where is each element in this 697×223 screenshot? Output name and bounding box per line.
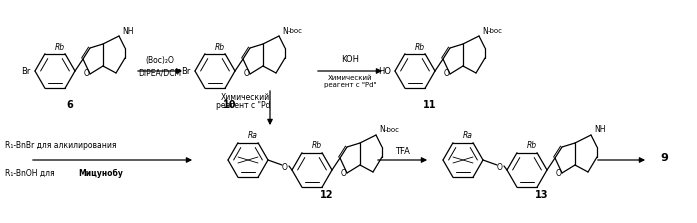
Text: 11: 11 <box>423 100 437 110</box>
Text: Rb: Rb <box>415 43 425 52</box>
Text: O: O <box>84 70 90 78</box>
Text: O: O <box>444 70 450 78</box>
Text: DIPEA/DCM: DIPEA/DCM <box>139 68 181 78</box>
Text: Rb: Rb <box>55 43 65 52</box>
Text: Мицунобу: Мицунобу <box>78 168 123 178</box>
Text: Химический: Химический <box>221 93 270 103</box>
Text: реагент с "Pd: реагент с "Pd <box>215 101 270 109</box>
Text: -boc: -boc <box>488 28 503 34</box>
Text: реагент с "Pd": реагент с "Pd" <box>323 82 376 88</box>
Text: TFA: TFA <box>395 147 409 155</box>
Text: HO: HO <box>378 66 391 76</box>
Text: 10: 10 <box>223 100 237 110</box>
Text: N: N <box>482 27 488 35</box>
Text: (Boc)₂O: (Boc)₂O <box>146 56 174 66</box>
Text: O: O <box>282 163 288 171</box>
Text: NH: NH <box>122 27 134 35</box>
Text: Rb: Rb <box>215 43 225 52</box>
Text: -boc: -boc <box>385 127 400 133</box>
Text: 12: 12 <box>320 190 334 200</box>
Text: O: O <box>556 169 562 178</box>
Text: O: O <box>497 163 503 171</box>
Text: KOH: KOH <box>341 56 359 64</box>
Text: Rb: Rb <box>312 142 322 151</box>
Text: -boc: -boc <box>288 28 303 34</box>
Text: 9: 9 <box>660 153 668 163</box>
Text: O: O <box>341 169 347 178</box>
Text: O: O <box>244 70 250 78</box>
Text: N: N <box>282 27 288 35</box>
Text: N: N <box>379 126 385 134</box>
Text: Химический: Химический <box>328 75 372 81</box>
Text: Br: Br <box>182 66 191 76</box>
Text: Rb: Rb <box>527 142 537 151</box>
Text: R₁-BnBr для алкилирования: R₁-BnBr для алкилирования <box>5 140 116 149</box>
Text: R₁-BnOH для: R₁-BnOH для <box>5 169 57 178</box>
Text: Br: Br <box>22 66 31 76</box>
Text: NH: NH <box>594 126 606 134</box>
Text: 6: 6 <box>67 100 73 110</box>
Text: 13: 13 <box>535 190 549 200</box>
Text: Ra: Ra <box>248 132 258 140</box>
Text: Ra: Ra <box>463 132 473 140</box>
